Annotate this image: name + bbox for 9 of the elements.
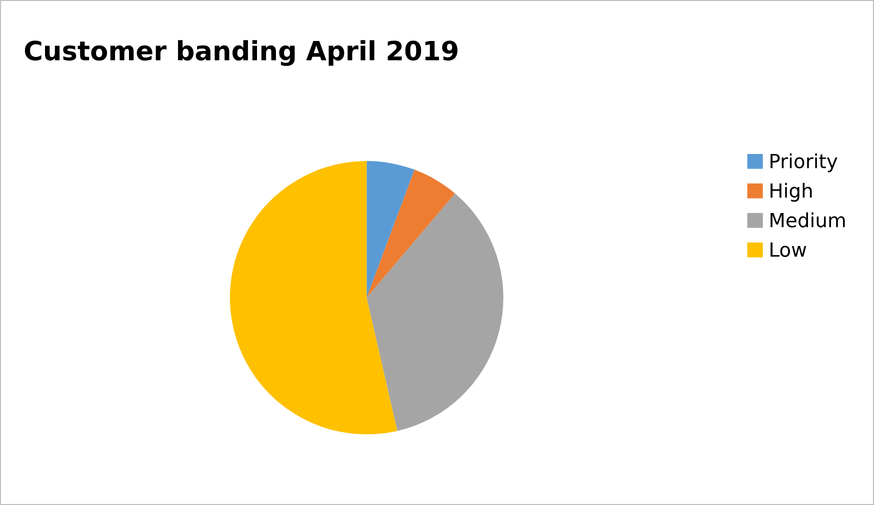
chart-title: Customer banding April 2019: [24, 40, 458, 66]
legend-label: High: [770, 182, 812, 202]
legend-label: Low: [770, 242, 806, 257]
pie-slice: [366, 193, 504, 431]
pie-slice: [366, 161, 415, 298]
pie-slice: [366, 170, 456, 298]
legend-label: Priority: [770, 153, 838, 172]
pie-slice: [230, 161, 398, 434]
legend-label: Medium: [770, 212, 845, 228]
